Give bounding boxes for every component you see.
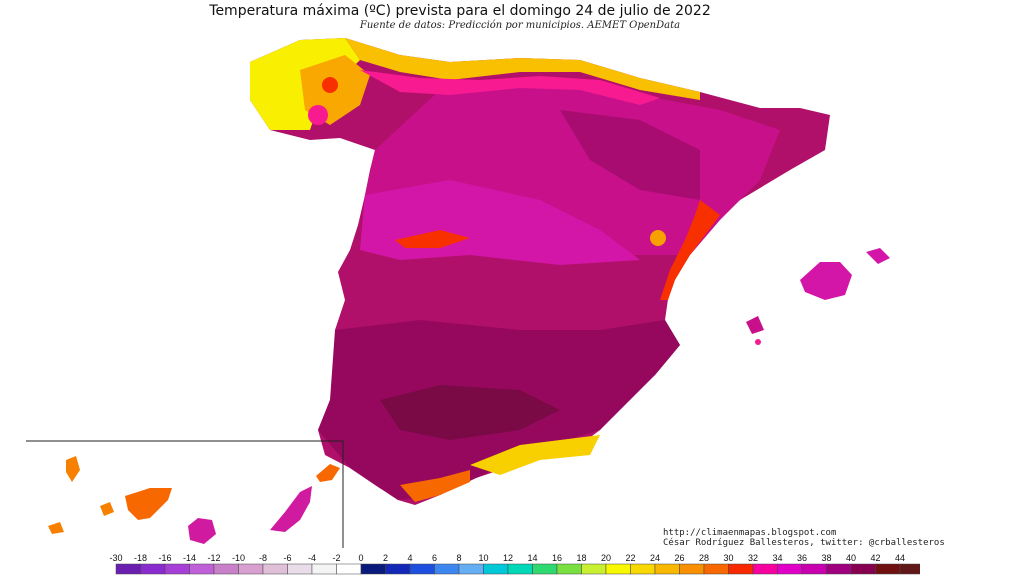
legend-swatch xyxy=(287,563,313,575)
legend-swatch xyxy=(556,563,582,575)
legend-swatch xyxy=(262,563,288,575)
la-palma-island xyxy=(66,456,80,482)
ebro-valley-region xyxy=(560,110,700,200)
legend-tick-label: -14 xyxy=(183,553,196,563)
legend-swatch xyxy=(507,563,533,575)
legend-swatch xyxy=(728,563,754,575)
legend-tick-label: 6 xyxy=(432,553,437,563)
legend-tick-label: -2 xyxy=(332,553,340,563)
legend-swatch xyxy=(679,563,705,575)
legend-swatch xyxy=(458,563,484,575)
galicia-hot-spot xyxy=(308,105,328,125)
gredos-cool-spot xyxy=(395,230,470,248)
legend-swatch xyxy=(336,563,362,575)
legend-swatch xyxy=(140,563,166,575)
legend-swatch xyxy=(630,563,656,575)
ibiza-island xyxy=(746,316,764,334)
legend-swatch xyxy=(875,563,901,575)
legend-swatch xyxy=(189,563,215,575)
tenerife-island xyxy=(125,488,172,520)
lanzarote-island xyxy=(316,464,340,482)
legend-tick-label: 32 xyxy=(748,553,758,563)
legend-swatch xyxy=(311,563,337,575)
legend-tick-label: 28 xyxy=(699,553,709,563)
legend-swatch xyxy=(899,563,920,575)
cantabrian-coast-region xyxy=(345,38,700,100)
legend-tick-label: 10 xyxy=(478,553,488,563)
legend-swatch xyxy=(703,563,729,575)
legend-tick-label: 22 xyxy=(625,553,635,563)
south-coast-orange xyxy=(400,470,470,502)
legend-swatch xyxy=(434,563,460,575)
menorca-island xyxy=(866,248,890,264)
legend-tick-label: 30 xyxy=(723,553,733,563)
legend-swatch xyxy=(164,563,190,575)
legend-tick-label: 2 xyxy=(383,553,388,563)
legend-swatch xyxy=(826,563,852,575)
legend-tick-label: -16 xyxy=(158,553,171,563)
legend-tick-label: 40 xyxy=(846,553,856,563)
legend-tick-label: -10 xyxy=(232,553,245,563)
formentera-island xyxy=(755,339,761,345)
castellon-warm-spot xyxy=(650,230,666,246)
color-legend: -30 -18 -16 -14 -12 -10 -8 -6 -4 -2 0 2 4 6 8 10 12 14 16 1… xyxy=(109,553,920,575)
legend-tick-label: 42 xyxy=(870,553,880,563)
legend-swatch xyxy=(850,563,876,575)
south-coast-band xyxy=(470,435,600,475)
legend-tick-label: 4 xyxy=(407,553,412,563)
legend-tick-label: 36 xyxy=(797,553,807,563)
legend-tick-label: 34 xyxy=(772,553,782,563)
legend-swatch xyxy=(360,563,386,575)
legend-swatch xyxy=(777,563,803,575)
legend-swatch xyxy=(483,563,509,575)
galicia-red-spot xyxy=(322,77,338,93)
map-title: Temperatura máxima (ºC) prevista para el… xyxy=(209,3,711,19)
canary-inset-frame xyxy=(26,440,344,548)
legend-swatch xyxy=(238,563,264,575)
blog-credit: http://climaenmapas.blogspot.com xyxy=(663,528,837,538)
legend-tick-label: 24 xyxy=(650,553,660,563)
gran-canaria-island xyxy=(188,518,216,544)
cantabrian-inland-band xyxy=(360,70,660,105)
legend-swatch xyxy=(213,563,239,575)
author-credit: César Rodríguez Ballesteros, twitter: @c… xyxy=(663,538,945,548)
legend-tick-label: -4 xyxy=(308,553,316,563)
legend-tick-label: 0 xyxy=(358,553,363,563)
legend-tick-label: 14 xyxy=(527,553,537,563)
legend-tick-label: 20 xyxy=(601,553,611,563)
legend-tick-label: -30 xyxy=(109,553,122,563)
legend-swatch xyxy=(115,563,141,575)
legend-tick-label: -6 xyxy=(283,553,291,563)
fuerteventura-island xyxy=(270,486,312,532)
mediterranean-coast-band xyxy=(660,200,720,300)
legend-tick-label: -12 xyxy=(207,553,220,563)
legend-swatch xyxy=(654,563,680,575)
legend-tick-label: 8 xyxy=(456,553,461,563)
legend-swatch xyxy=(605,563,631,575)
legend-swatch xyxy=(409,563,435,575)
legend-tick-label: -8 xyxy=(259,553,267,563)
legend-swatch xyxy=(385,563,411,575)
legend-tick-label: 26 xyxy=(674,553,684,563)
legend-swatch xyxy=(532,563,558,575)
la-gomera-island xyxy=(100,502,114,516)
map-subtitle: Fuente de datos: Predicción por municipi… xyxy=(359,20,681,31)
legend-tick-label: 50 xyxy=(919,553,920,563)
legend-tick-label: -18 xyxy=(134,553,147,563)
legend-swatch xyxy=(752,563,778,575)
legend-swatch xyxy=(801,563,827,575)
legend-tick-label: 16 xyxy=(552,553,562,563)
legend-tick-label: 18 xyxy=(576,553,586,563)
mallorca-island xyxy=(800,262,852,300)
legend-swatch xyxy=(581,563,607,575)
guadalquivir-region xyxy=(380,385,560,440)
legend-tick-label: 44 xyxy=(895,553,905,563)
legend-tick-label: 38 xyxy=(821,553,831,563)
legend-tick-label: 12 xyxy=(503,553,513,563)
el-hierro-island xyxy=(48,522,64,534)
